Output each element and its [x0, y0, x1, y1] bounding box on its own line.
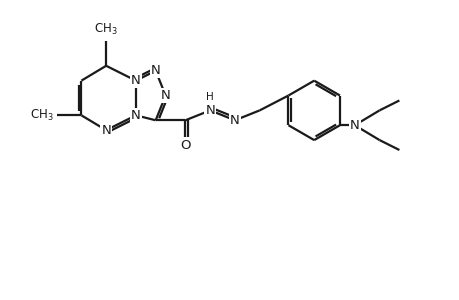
Text: CH$_3$: CH$_3$ [30, 108, 54, 123]
Text: N: N [230, 114, 239, 127]
Text: N: N [151, 64, 160, 77]
Text: CH$_3$: CH$_3$ [94, 22, 118, 37]
Text: H: H [206, 92, 213, 102]
Text: N: N [101, 124, 111, 137]
Text: N: N [131, 74, 140, 87]
Text: N: N [160, 89, 170, 102]
Text: N: N [349, 119, 359, 132]
Text: O: O [180, 139, 190, 152]
Text: N: N [131, 109, 140, 122]
Text: N: N [205, 104, 215, 117]
